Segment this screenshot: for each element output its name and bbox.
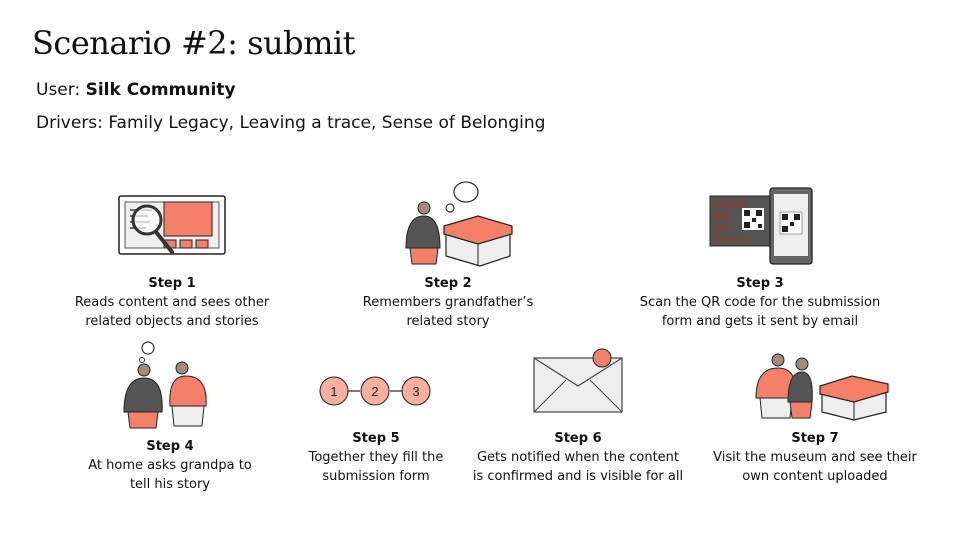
people-at-exhibit-icon bbox=[752, 352, 892, 424]
page-title: Scenario #2: submit bbox=[32, 24, 355, 62]
step-title: Step 6 bbox=[468, 429, 688, 448]
step-6: Step 6 Gets notified when the content is… bbox=[468, 429, 688, 486]
step-description-line: tell his story bbox=[60, 475, 280, 494]
step-description-line: Visit the museum and see their bbox=[700, 448, 930, 467]
notification-dot bbox=[593, 349, 611, 367]
drivers-list: Family Legacy, Leaving a trace, Sense of… bbox=[108, 113, 545, 133]
step-title: Step 1 bbox=[72, 274, 272, 293]
browser-magnifier-icon bbox=[118, 194, 228, 258]
step-description-line: form and gets it sent by email bbox=[620, 312, 900, 331]
person-thinking-box-icon bbox=[398, 178, 518, 270]
step-description-line: Reads content and sees other bbox=[72, 293, 272, 312]
step-title: Step 4 bbox=[60, 437, 280, 456]
step-description-line: is confirmed and is visible for all bbox=[468, 467, 688, 486]
numbered-steps-icon: 1 2 3 bbox=[318, 374, 434, 408]
step-number: 2 bbox=[371, 384, 378, 399]
step-description-line: Gets notified when the content bbox=[468, 448, 688, 467]
step-description-line: own content uploaded bbox=[700, 467, 930, 486]
step-1: Step 1 Reads content and sees other rela… bbox=[72, 274, 272, 331]
step-title: Step 2 bbox=[348, 274, 548, 293]
phone-qr-scan-icon bbox=[708, 186, 816, 266]
user-name: Silk Community bbox=[86, 80, 236, 100]
step-title: Step 3 bbox=[620, 274, 900, 293]
envelope-notification-icon bbox=[532, 346, 630, 416]
step-description-line: Scan the QR code for the submission bbox=[620, 293, 900, 312]
step-3: Step 3 Scan the QR code for the submissi… bbox=[620, 274, 900, 331]
user-label: User: bbox=[36, 80, 80, 100]
step-2: Step 2 Remembers grandfather’s related s… bbox=[348, 274, 548, 331]
drivers-label: Drivers: bbox=[36, 113, 103, 133]
step-description-line: Remembers grandfather’s bbox=[348, 293, 548, 312]
step-description-line: related objects and stories bbox=[72, 312, 272, 331]
step-number: 3 bbox=[412, 384, 419, 399]
step-title: Step 5 bbox=[276, 429, 476, 448]
step-description-line: related story bbox=[348, 312, 548, 331]
step-description-line: submission form bbox=[276, 467, 476, 486]
step-number: 1 bbox=[330, 384, 337, 399]
step-4: Step 4 At home asks grandpa to tell his … bbox=[60, 437, 280, 494]
step-description-line: At home asks grandpa to bbox=[60, 456, 280, 475]
drivers-line: Drivers: Family Legacy, Leaving a trace,… bbox=[36, 113, 545, 133]
step-description-line: Together they fill the bbox=[276, 448, 476, 467]
two-people-talking-icon bbox=[116, 340, 212, 432]
user-line: User: Silk Community bbox=[36, 80, 236, 100]
step-7: Step 7 Visit the museum and see their ow… bbox=[700, 429, 930, 486]
step-5: Step 5 Together they fill the submission… bbox=[276, 429, 476, 486]
step-title: Step 7 bbox=[700, 429, 930, 448]
